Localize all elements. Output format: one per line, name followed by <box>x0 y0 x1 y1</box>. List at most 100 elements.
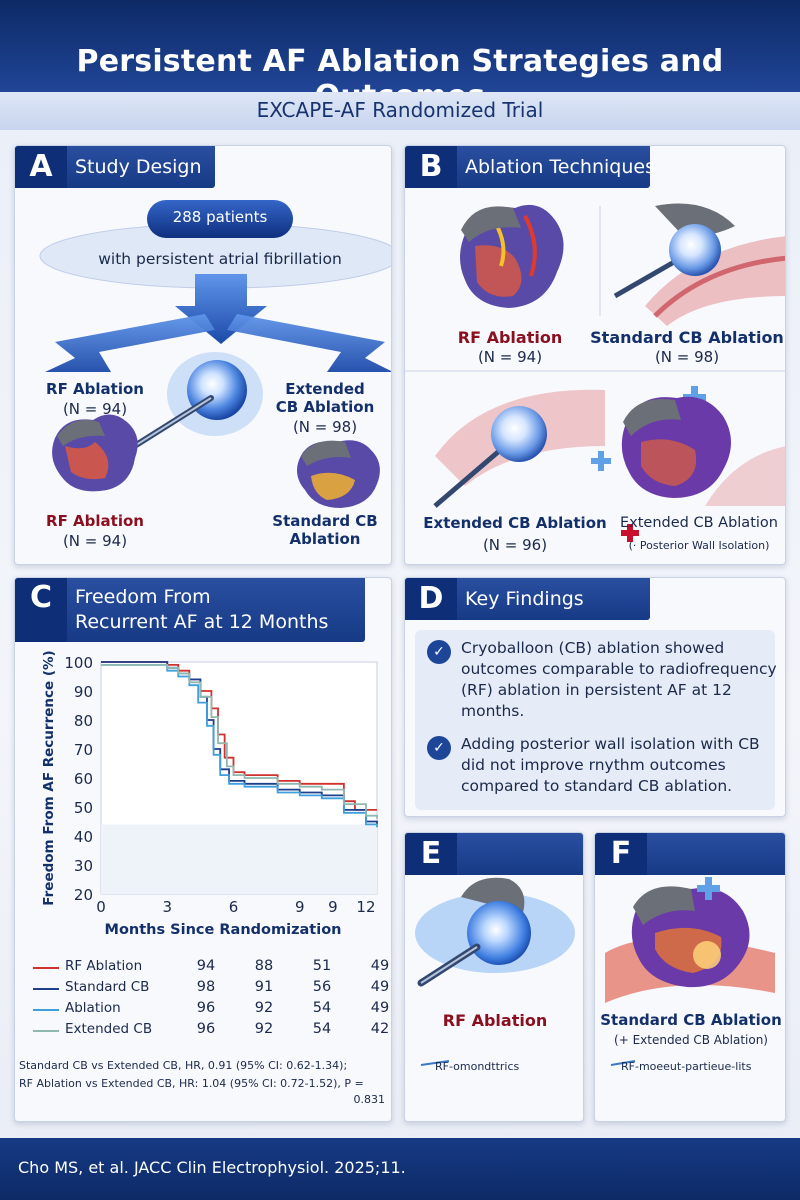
y-tick-label: 20 <box>74 886 93 904</box>
km-chart: 20 30 40 50 60 70 80 90 100 0 3 6 9 9 12 Months Since R… <box>41 650 378 938</box>
technique-rf-label: RF Ablation <box>457 328 563 347</box>
panel-a-title: Study Design <box>75 156 202 178</box>
bottom-rf-label: RF Ablation <box>46 512 144 530</box>
bottom-std-label-1: Standard CB <box>272 512 378 530</box>
panel-d-letter: D <box>405 578 457 620</box>
finding-1: ✓ Cryoballoon (CB) ablation showed outco… <box>427 638 777 722</box>
x-tick-label: 12 <box>356 898 375 916</box>
panel-f-caption: RF-moeeut-partieue-lits <box>621 1060 752 1073</box>
arm-rf-n: (N = 94) <box>62 400 128 418</box>
rf-illustration <box>415 877 575 1066</box>
panel-b-header: B Ablation Techniques <box>405 146 655 188</box>
risk-row: Standard CB 98 91 56 49 <box>33 979 389 999</box>
stats-line-3: 0.831 <box>353 1093 386 1106</box>
arm-extended-label-1: Extended <box>285 380 365 398</box>
y-axis-label: Freedom From AF Recurrence (%) <box>41 650 57 905</box>
risk-row-label: Standard CB <box>65 979 150 995</box>
legend-swatch <box>33 1009 59 1011</box>
panel-b-letter: B <box>405 146 457 188</box>
y-tick-label: 50 <box>74 799 93 817</box>
technique-ext-n: (N = 96) <box>482 536 548 554</box>
risk-cell: 54 <box>312 1000 332 1016</box>
panel-e-letter: E <box>405 833 457 875</box>
risk-cell: 91 <box>254 979 274 995</box>
panel-c-title-2: Recurrent AF at 12 Months <box>75 611 329 633</box>
x-tick-label: 3 <box>162 898 172 916</box>
plus-icon <box>591 451 611 471</box>
technique-ext-label: Extended CB Ablation <box>423 514 607 532</box>
x-tick-label: 6 <box>229 898 239 916</box>
patients-pill <box>147 200 293 238</box>
panel-f-sublabel: (+ Extended CB Ablation) <box>614 1033 768 1047</box>
risk-cell: 56 <box>312 979 332 995</box>
legend-swatch <box>33 988 59 990</box>
bottom-rf-n: (N = 94) <box>62 532 128 550</box>
techniques-graphic <box>405 203 785 542</box>
header-banner: Persistent AF Ablation Strategies and Ou… <box>0 0 800 130</box>
finding-2-text: Adding posterior wall isolation with CB … <box>461 735 760 795</box>
x-axis-label: Months Since Randomization <box>105 922 342 938</box>
risk-cell: 96 <box>196 1021 216 1037</box>
page-subtitle: EXCAPE-AF Randomized Trial <box>256 98 544 122</box>
stats-line-1: Standard CB vs Extended CB, HR, 0.91 (95… <box>19 1059 348 1072</box>
technique-std-label: Standard CB Ablation <box>590 328 784 347</box>
cryoballoon-illustration <box>187 360 247 420</box>
risk-cell: 96 <box>196 1000 216 1016</box>
risk-cell: 92 <box>254 1000 274 1016</box>
risk-cell: 54 <box>312 1021 332 1037</box>
arm-extended-n: (N = 98) <box>292 418 358 436</box>
panel-freedom-from-af: C Freedom From Recurrent AF at 12 Months… <box>14 577 392 1122</box>
risk-cell: 92 <box>254 1021 274 1037</box>
y-tick-label: 70 <box>74 741 93 759</box>
panel-f: F Standard CB Ablation (+ Extended CB Ab… <box>594 832 786 1122</box>
heart-illustration <box>460 204 564 308</box>
panel-study-design: A Study Design <box>14 145 392 565</box>
stats-line-2: RF Ablation vs Extended CB, HR: 1.04 (95… <box>19 1077 364 1090</box>
check-circle-icon: ✓ <box>427 736 451 760</box>
extended-cb-illustration <box>605 877 775 1066</box>
panel-d-title: Key Findings <box>465 588 584 610</box>
risk-cell: 49 <box>370 979 390 995</box>
footer: Cho MS, et al. JACC Clin Electrophysiol.… <box>0 1138 800 1200</box>
citation: Cho MS, et al. JACC Clin Electrophysiol.… <box>18 1158 406 1177</box>
panel-e-label: RF Ablation <box>442 1011 548 1030</box>
y-tick-label: 30 <box>74 857 93 875</box>
panel-f-letter: F <box>595 833 647 875</box>
y-tick-label: 100 <box>64 654 93 672</box>
study-flow-graphic <box>39 200 391 508</box>
plus-icon <box>697 877 720 900</box>
risk-row: RF Ablation 94 88 51 49 <box>33 958 389 978</box>
risk-cell: 94 <box>196 958 216 974</box>
risk-row-label: Extended CB <box>65 1021 153 1037</box>
risk-cell: 49 <box>370 1000 390 1016</box>
x-tick-label: 9 <box>328 898 338 916</box>
cryoballoon-illustration <box>669 224 721 276</box>
panel-e-caption: RF-omondttrics <box>435 1060 520 1073</box>
y-tick-label: 40 <box>74 828 93 846</box>
km-curve-extended-cb <box>101 664 378 819</box>
heart-illustration <box>52 414 138 492</box>
findings-box <box>415 630 775 810</box>
technique-std-n: (N = 98) <box>654 348 720 366</box>
risk-cell: 49 <box>370 958 390 974</box>
heart-illustration <box>297 440 380 508</box>
panel-c-title-1: Freedom From <box>75 586 211 608</box>
panel-c-header: C Freedom From Recurrent AF at 12 Months <box>15 578 365 642</box>
check-circle-icon: ✓ <box>427 640 451 664</box>
risk-row-label: Ablation <box>65 1000 121 1016</box>
km-curve-ablation <box>101 664 378 828</box>
heart-illustration <box>631 886 750 988</box>
patients-condition: with persistent atrial fibrillation <box>98 250 342 268</box>
patients-count: 288 patients <box>172 208 268 226</box>
risk-row-label: RF Ablation <box>65 958 143 974</box>
finding-1-text: Cryoballoon (CB) ablation showed outcome… <box>461 639 777 720</box>
plot-band <box>101 824 377 894</box>
panel-f-label: Standard CB Ablation <box>600 1011 782 1029</box>
risk-cell: 88 <box>254 958 274 974</box>
arm-rf-label: RF Ablation <box>46 380 144 398</box>
risk-cell: 51 <box>312 958 332 974</box>
risk-cell: 42 <box>370 1021 390 1037</box>
x-tick-label: 0 <box>96 898 106 916</box>
heart-illustration <box>621 396 731 498</box>
panel-f-header: F <box>595 833 785 875</box>
